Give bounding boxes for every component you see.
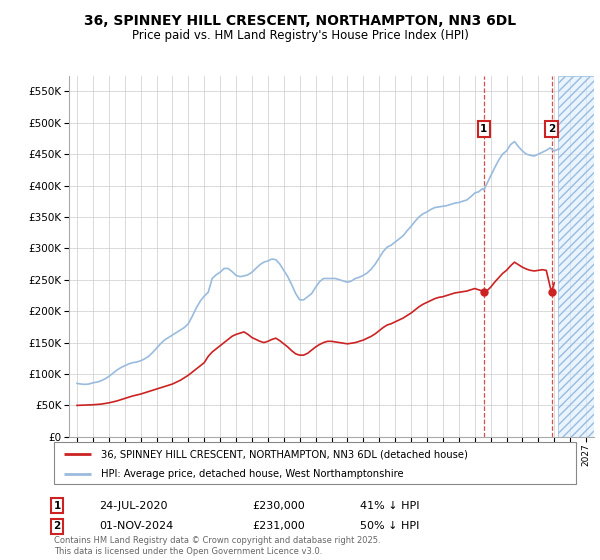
Text: 1: 1 [480,124,488,134]
Text: Contains HM Land Registry data © Crown copyright and database right 2025.
This d: Contains HM Land Registry data © Crown c… [54,536,380,556]
Text: 41% ↓ HPI: 41% ↓ HPI [360,501,419,511]
Text: 36, SPINNEY HILL CRESCENT, NORTHAMPTON, NN3 6DL: 36, SPINNEY HILL CRESCENT, NORTHAMPTON, … [84,14,516,28]
Bar [558,76,594,437]
Text: 2: 2 [548,124,555,134]
Text: Price paid vs. HM Land Registry's House Price Index (HPI): Price paid vs. HM Land Registry's House … [131,29,469,42]
Text: HPI: Average price, detached house, West Northamptonshire: HPI: Average price, detached house, West… [101,469,404,479]
Text: 1: 1 [53,501,61,511]
Bar [558,76,594,437]
Text: 01-NOV-2024: 01-NOV-2024 [99,521,173,531]
Text: 24-JUL-2020: 24-JUL-2020 [99,501,167,511]
Text: £230,000: £230,000 [252,501,305,511]
Text: 36, SPINNEY HILL CRESCENT, NORTHAMPTON, NN3 6DL (detached house): 36, SPINNEY HILL CRESCENT, NORTHAMPTON, … [101,449,468,459]
Text: 50% ↓ HPI: 50% ↓ HPI [360,521,419,531]
Text: £231,000: £231,000 [252,521,305,531]
Text: 2: 2 [53,521,61,531]
